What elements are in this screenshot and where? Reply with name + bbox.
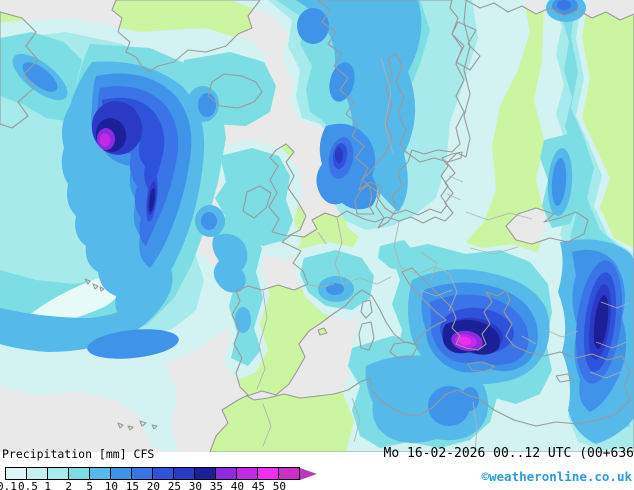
color-scale-cell	[152, 467, 174, 480]
color-scale-label: 25	[167, 480, 181, 490]
precipitation-map-svg	[0, 0, 634, 452]
color-scale-cell	[26, 467, 48, 480]
color-scale-cell	[215, 467, 237, 480]
color-scale-label: 2	[65, 480, 72, 490]
color-scale-cell	[110, 467, 132, 480]
color-scale-label: 50	[272, 480, 286, 490]
color-scale-cell	[173, 467, 195, 480]
color-scale-cell	[5, 467, 27, 480]
color-scale-cell	[257, 467, 279, 480]
precipitation-map	[0, 0, 634, 452]
parameter-title: Precipitation [mm] CFS	[2, 447, 155, 461]
color-scale-cell	[278, 467, 300, 480]
color-scale-label: 30	[188, 480, 202, 490]
color-scale-label: 20	[146, 480, 160, 490]
color-scale-cell	[131, 467, 153, 480]
color-scale-cell	[194, 467, 216, 480]
color-scale-label: 45	[251, 480, 265, 490]
color-scale-cell	[47, 467, 69, 480]
legend-footer: Precipitation [mm] CFS Mo 16-02-2026 00.…	[0, 446, 634, 490]
color-scale-label: 0.1	[0, 480, 17, 490]
color-scale-label: 5	[86, 480, 93, 490]
color-scale-arrow-icon	[300, 467, 317, 480]
color-scale-cell	[236, 467, 258, 480]
color-scale-label: 35	[209, 480, 223, 490]
color-scale-label: 0.5	[18, 480, 38, 490]
precipitation-contours	[0, 0, 634, 452]
color-scale-label: 10	[104, 480, 118, 490]
color-scale-label: 15	[125, 480, 139, 490]
copyright-link[interactable]: ©weatheronline.co.uk	[481, 469, 632, 484]
color-scale-labels: 0.1 0.5 1 2 5 10 15 20 25 30 35 40 45 50	[0, 480, 420, 490]
color-scale-cell	[68, 467, 90, 480]
color-scale-label: 1	[44, 480, 51, 490]
color-scale	[5, 467, 317, 480]
country-borders	[256, 57, 632, 452]
color-scale-cells	[5, 467, 300, 480]
color-scale-label: 40	[230, 480, 244, 490]
color-scale-cell	[89, 467, 111, 480]
valid-datetime: Mo 16-02-2026 00..12 UTC (00+636	[383, 446, 634, 461]
